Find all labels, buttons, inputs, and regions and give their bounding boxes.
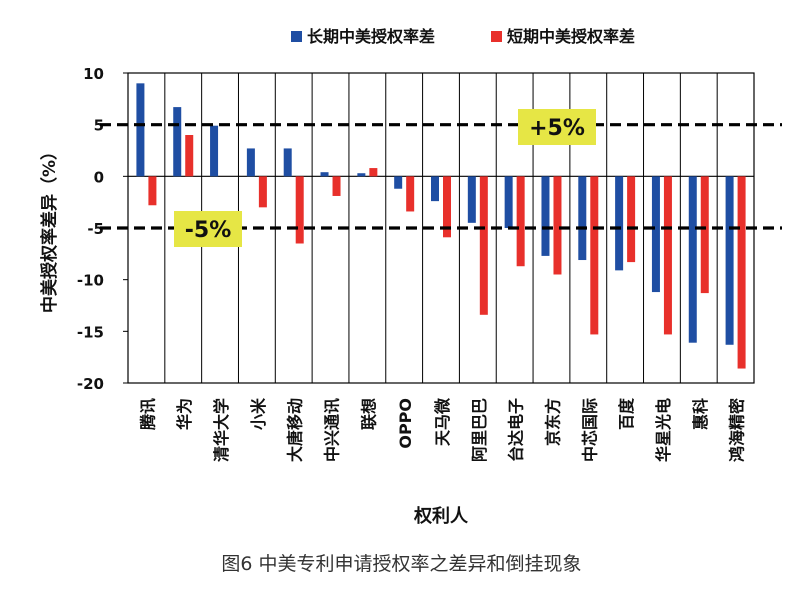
y-tick-label: -20 [77,375,104,393]
bar [725,176,734,345]
bar [406,176,415,212]
bar [479,176,488,315]
y-tick-label: -15 [77,323,104,341]
bar [700,176,709,294]
reference-label: -5% [185,218,231,243]
bar [467,176,476,223]
legend-label: 长期中美授权率差 [307,27,435,46]
bar [516,176,525,267]
bar [737,176,746,369]
bar [504,176,513,228]
x-tick-label: 联想 [359,398,378,430]
bar [369,168,378,177]
y-tick-label: 0 [94,168,104,186]
x-tick-label: 中芯国际 [580,398,599,462]
bar [663,176,672,335]
bar [210,125,219,177]
bar [578,176,587,261]
x-tick-label: 鸿海精密 [728,398,747,462]
bar [443,176,451,238]
bar [283,148,292,177]
bar [320,172,329,177]
y-tick-label: 5 [94,117,104,135]
legend-swatch [491,31,502,42]
bar [553,176,562,275]
x-tick-label: 台达电子 [507,398,526,462]
bar [688,176,697,343]
x-tick-label: 惠科 [691,398,710,430]
bar [246,148,255,177]
legend-swatch [291,31,302,42]
bar [185,135,194,177]
bar [627,176,636,263]
x-tick-label: 腾讯 [138,398,157,430]
bar [173,107,182,177]
bar [258,176,267,208]
y-axis-title: 中美授权率差异（%） [39,143,60,313]
bar [136,83,145,177]
x-tick-label: 小米 [249,397,268,430]
x-tick-label: OPPO [396,398,415,449]
reference-label-box [518,109,596,145]
reference-label: +5% [529,116,585,141]
figure-caption: 图6 中美专利申请授权率之差异和倒挂现象 [221,553,582,575]
bar [332,176,341,196]
x-tick-label: 中兴通讯 [323,398,342,462]
bar [148,176,157,206]
bar [394,176,403,189]
bar [541,176,550,256]
bar [295,176,304,244]
bar [431,176,439,202]
chart: 10 5 0 -5 -10 -15 -20 +5% -5% 腾讯 华为 清华大学 小米 大唐移动 中兴通讯联… [39,27,782,527]
bar [357,173,366,177]
y-tick-label: 10 [83,65,104,83]
x-tick-label: 阿里巴巴 [470,398,489,462]
x-tick-label: 京东方 [543,398,562,446]
x-axis-title: 权利人 [413,505,469,527]
legend-label: 短期中美授权率差 [507,27,635,46]
x-tick-label: 百度 [617,397,636,430]
x-tick-label: 华为 [175,398,194,430]
bar [615,176,624,271]
x-tick-label: 天马微 [433,397,452,446]
bar [590,176,599,335]
x-tick-label: 大唐移动 [286,398,305,462]
reference-label-box [174,211,242,247]
y-tick-label: -10 [77,272,104,290]
x-tick-label: 华星光电 [654,398,673,462]
y-tick-label: -5 [87,220,104,238]
bar [651,176,660,293]
x-tick-label: 清华大学 [212,398,231,462]
